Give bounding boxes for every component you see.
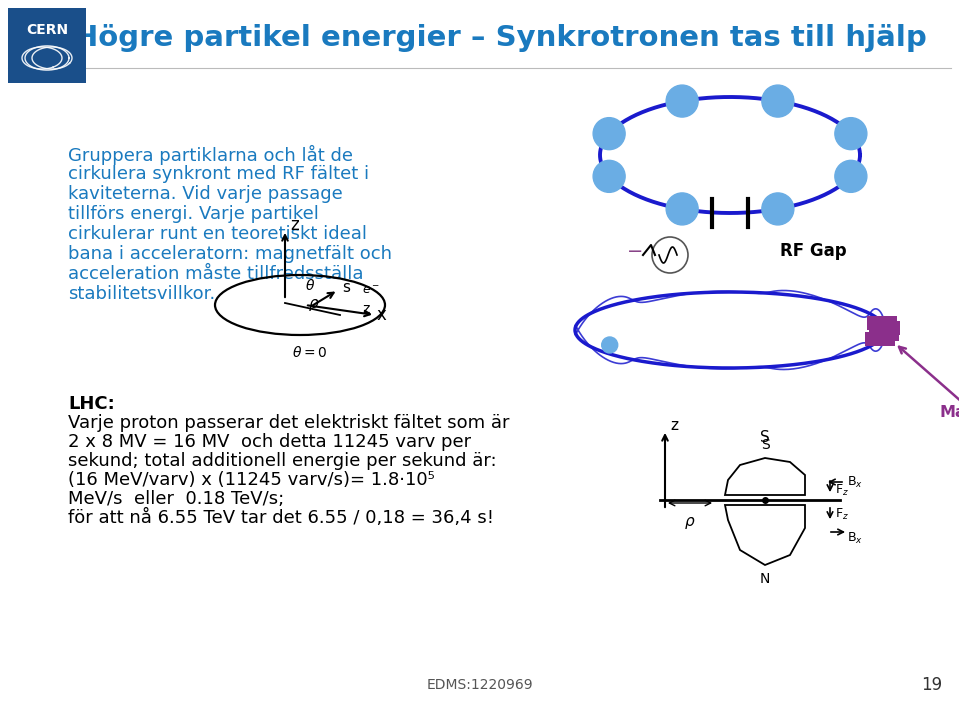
Bar [8,8,86,83]
Text: z: z [670,418,678,434]
Text: cirkulerar runt en teoretiskt ideal: cirkulerar runt en teoretiskt ideal [68,225,367,243]
Bar [865,333,895,346]
Text: $\theta$: $\theta$ [305,277,316,293]
Text: $\rho$: $\rho$ [308,297,319,313]
Text: $\theta=0$: $\theta=0$ [292,345,328,360]
Text: MeV/s  eller  0.18 TeV/s;: MeV/s eller 0.18 TeV/s; [68,490,284,508]
Text: bana i acceleratorn: magnetfält och: bana i acceleratorn: magnetfält och [68,245,392,263]
Text: F$_z$: F$_z$ [835,482,849,498]
Circle shape [593,118,625,150]
Circle shape [667,85,698,117]
Circle shape [761,193,794,225]
Text: RF Gap: RF Gap [780,242,847,260]
Circle shape [835,160,867,192]
Circle shape [667,193,698,225]
Text: $\rho$: $\rho$ [684,515,696,531]
Text: (16 MeV/varv) x (11245 varv/s)= 1.8·10⁵: (16 MeV/varv) x (11245 varv/s)= 1.8·10⁵ [68,471,434,489]
Text: kaviteterna. Vid varje passage: kaviteterna. Vid varje passage [68,185,342,203]
Circle shape [593,160,625,192]
Text: tillförs energi. Varje partikel: tillförs energi. Varje partikel [68,205,319,223]
Text: B$_x$: B$_x$ [847,475,863,489]
Text: 19: 19 [921,676,942,694]
Text: s: s [342,279,350,295]
Text: stabilitetsvillkor.: stabilitetsvillkor. [68,285,215,303]
Text: S: S [760,430,770,445]
Text: N: N [760,572,770,586]
Text: LHC:: LHC: [68,395,115,413]
Text: z: z [362,302,369,316]
Text: Magnet: Magnet [899,347,959,420]
Circle shape [835,118,867,150]
Text: z: z [290,216,299,234]
Text: F$_z$: F$_z$ [835,506,849,522]
Text: acceleration måste tillfredsställa: acceleration måste tillfredsställa [68,265,363,283]
Text: cirkulera synkront med RF fältet i: cirkulera synkront med RF fältet i [68,165,369,183]
Circle shape [761,85,794,117]
Circle shape [601,337,618,353]
Text: −: − [627,241,643,260]
Text: sekund; total additionell energie per sekund är:: sekund; total additionell energie per se… [68,452,497,470]
Text: Högre partikel energier – Synkrotronen tas till hjälp: Högre partikel energier – Synkrotronen t… [74,24,926,52]
Text: $e^-$: $e^-$ [362,284,381,296]
Text: 2 x 8 MV = 16 MV  och detta 11245 varv per: 2 x 8 MV = 16 MV och detta 11245 varv pe… [68,433,471,451]
Text: x: x [377,306,386,324]
Bar [870,321,900,335]
Text: EDMS:1220969: EDMS:1220969 [427,678,533,692]
Text: S: S [760,438,769,452]
Bar [868,316,898,330]
Text: för att nå 6.55 TeV tar det 6.55 / 0,18 = 36,4 s!: för att nå 6.55 TeV tar det 6.55 / 0,18 … [68,509,494,527]
Text: CERN: CERN [26,23,68,37]
Text: Gruppera partiklarna och låt de: Gruppera partiklarna och låt de [68,145,353,165]
Bar [869,327,900,340]
Text: B$_x$: B$_x$ [847,531,863,545]
Text: Varje proton passerar det elektriskt fältet som är: Varje proton passerar det elektriskt fäl… [68,414,509,432]
